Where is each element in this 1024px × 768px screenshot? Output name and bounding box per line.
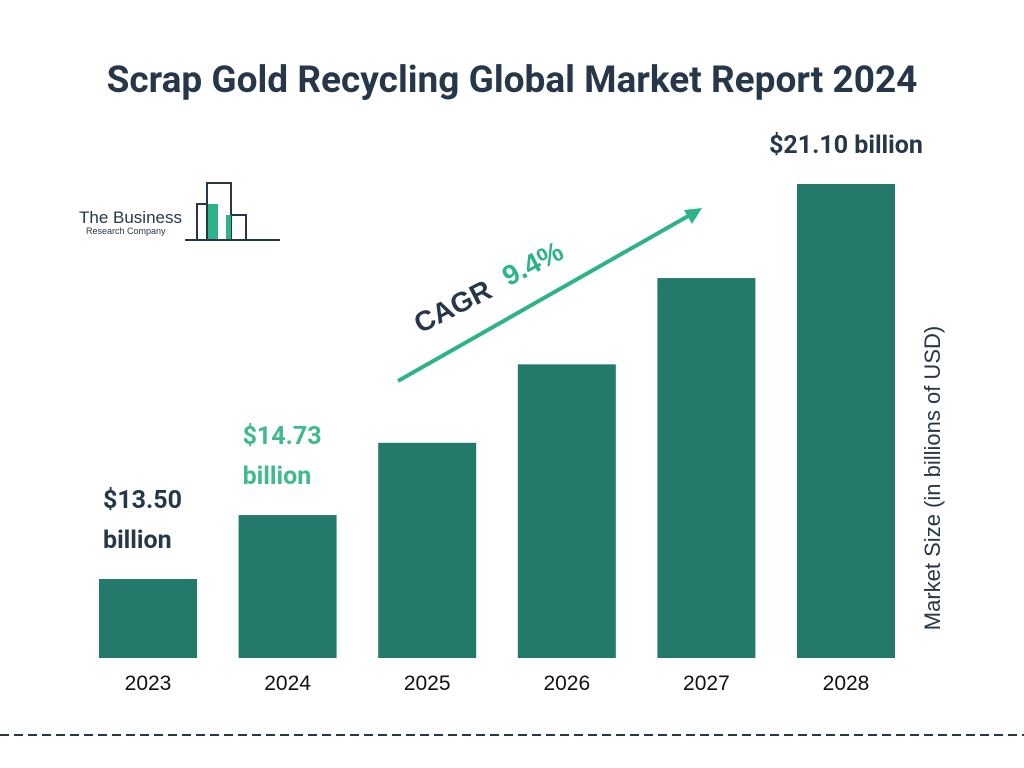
x-tick-label: 2028 bbox=[823, 672, 870, 695]
bar bbox=[99, 579, 197, 658]
bar bbox=[517, 364, 616, 658]
annotation: 9.4% bbox=[497, 235, 568, 292]
chart-title: Scrap Gold Recycling Global Market Repor… bbox=[106, 59, 918, 102]
logo-name: The Business bbox=[79, 208, 182, 227]
logo-shape bbox=[226, 215, 231, 240]
x-tick-label: 2027 bbox=[683, 672, 730, 695]
annotation: CAGR bbox=[409, 274, 497, 339]
cagr-arrowhead bbox=[684, 208, 702, 224]
logo: The Business Research Company bbox=[79, 182, 280, 241]
bar bbox=[657, 278, 756, 658]
bar bbox=[378, 442, 477, 658]
x-tick-label: 2026 bbox=[543, 672, 590, 695]
logo-shape bbox=[230, 214, 247, 241]
bar bbox=[797, 184, 895, 658]
cagr-arrow bbox=[397, 213, 691, 383]
logo-shape bbox=[196, 203, 208, 241]
y-axis-label: Market Size (in billions of USD) bbox=[920, 326, 945, 630]
value-label: $13.50 billion bbox=[103, 486, 182, 555]
logo-shape bbox=[207, 204, 218, 240]
x-tick-label: 2025 bbox=[404, 672, 451, 695]
value-label: $21.10 billion bbox=[769, 131, 923, 160]
x-tick-label: 2024 bbox=[264, 672, 311, 695]
bar bbox=[238, 515, 337, 658]
x-tick-label: 2023 bbox=[125, 672, 172, 695]
logo-subtitle: Research Company bbox=[86, 226, 166, 236]
value-label: $14.73 billion bbox=[242, 422, 322, 492]
